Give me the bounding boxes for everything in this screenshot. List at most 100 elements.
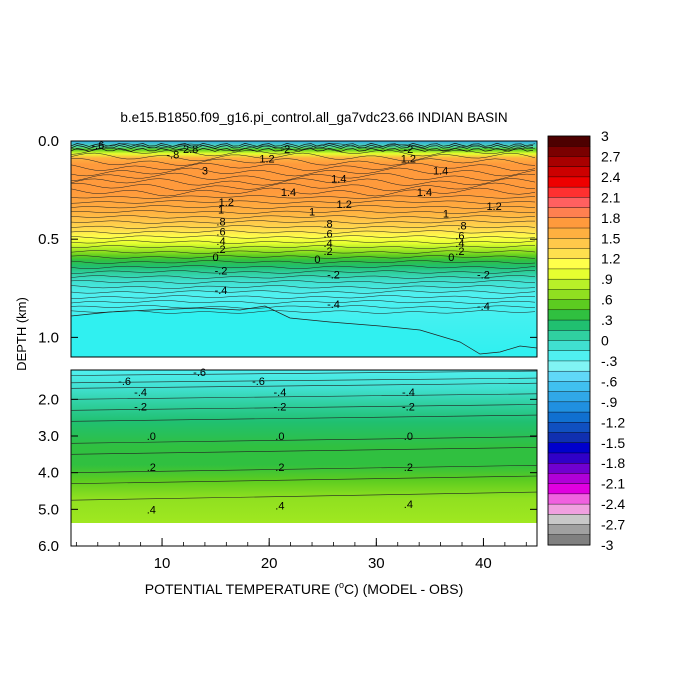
colorbar-box [547, 258, 591, 270]
colorbar-box [547, 442, 591, 454]
contour-label: 1.4 [417, 187, 432, 199]
contour-label: -.4 [273, 387, 286, 399]
x-tick-label: 30 [368, 555, 385, 572]
colorbar-box [547, 432, 591, 444]
x-tick-label: 40 [475, 555, 492, 572]
contour-line [70, 162, 536, 172]
upper-contour-labels: -.6 -2.8-.8 -21.2-21.23 1.41.41.4 1.41.2 1.2 1… [91, 140, 501, 313]
contour-label: .2 [147, 462, 156, 474]
lower-contour-lines [70, 370, 538, 501]
contour-line [70, 305, 538, 355]
x-ticks: 10 20 30 40 [75, 538, 527, 572]
lower-panel: -.6-.6 -.6-.4 -.4 -.4-.2 -.2 -.2.0.0.0.2.2.2.… [38, 367, 538, 572]
colorbar-label: -.3 [601, 353, 618, 369]
chart-title: b.e15.B1850.f09_g16.pi_control.all_ga7vd… [120, 110, 507, 125]
colorbar-box [547, 350, 591, 362]
x-tick-label: 20 [261, 555, 278, 572]
contour-line [70, 225, 536, 229]
colorbar-label: 1.2 [601, 251, 621, 267]
contour-line [70, 310, 536, 314]
contour-label: -.4 [402, 387, 415, 399]
colorbar-box [547, 197, 591, 209]
y-tick-label: 3.0 [38, 428, 59, 445]
colorbar-label: .9 [601, 271, 613, 287]
contour-label: .4 [324, 238, 333, 250]
contour-label: -2 [404, 144, 414, 156]
contour-label: .4 [147, 504, 156, 516]
contour-label: 0 [213, 252, 219, 264]
contour-label: .2 [404, 462, 413, 474]
contour-label: 1.2 [401, 154, 416, 166]
contour-line [70, 270, 535, 274]
contour-line [71, 295, 536, 299]
colorbar-box [547, 309, 591, 321]
contour-line [70, 230, 536, 234]
colorbar-box [547, 289, 591, 301]
contour-label: 1.2 [337, 199, 352, 211]
contour-label: -.6 [252, 376, 265, 388]
contour-label: .2 [324, 246, 333, 258]
contour-label: 3 [202, 166, 208, 178]
contour-line [70, 393, 538, 400]
contour-label: .4 [275, 501, 284, 513]
colorbar-label: .3 [601, 312, 613, 328]
contour-label: -.4 [327, 299, 340, 311]
contour-label: -.2 [273, 402, 286, 414]
colorbar-box [547, 452, 591, 464]
contour-label: -.2 [215, 266, 228, 278]
colorbar-box [547, 156, 591, 168]
contour-label: .0 [404, 431, 413, 443]
lower-panel-field [71, 370, 537, 523]
lower-panel-frame [70, 369, 538, 547]
contour-label: -.4 [215, 285, 228, 297]
contour-label: 1 [309, 207, 315, 219]
colorbar-label: 0 [601, 333, 609, 349]
contour-line [70, 172, 536, 182]
contour-line [70, 290, 536, 294]
colorbar-label: -1.8 [601, 455, 625, 471]
contour-line [70, 382, 538, 389]
colorbar-label: -1.2 [601, 414, 625, 430]
contour-line [70, 414, 538, 422]
contour-label: .0 [275, 431, 284, 443]
y-tick-label: 0.0 [38, 133, 59, 150]
contour-line [70, 195, 536, 199]
upper-y-ticks: 0.0 0.5 1.0 [38, 133, 537, 346]
contour-line [70, 275, 536, 279]
colorbar-boxes [547, 135, 591, 546]
colorbar-box [547, 534, 591, 546]
contour-line [70, 240, 536, 244]
contour-label: 1.4 [433, 166, 448, 178]
contour-line [70, 205, 536, 209]
contour-line [70, 404, 538, 411]
colorbar-box [547, 473, 591, 485]
contour-label: .8 [457, 220, 466, 232]
contour-line [70, 187, 536, 197]
contour-label: -.2 [477, 270, 490, 282]
colorbar-label: -2.1 [601, 476, 625, 492]
contour-label: -.2 [402, 402, 415, 414]
x-axis-label-degree: o [339, 580, 344, 590]
colorbar-box [547, 340, 591, 352]
colorbar-box [547, 268, 591, 280]
contour-label: 1.2 [219, 197, 234, 209]
colorbar-box [547, 166, 591, 178]
colorbar-box [547, 207, 591, 219]
contour-label: 0 [314, 254, 320, 266]
contour-line [70, 200, 536, 204]
contour-label: -2.8 [179, 144, 198, 156]
lower-contour-labels: -.6-.6 -.6-.4 -.4 -.4-.2 -.2 -.2.0.0.0.2.2.2.… [118, 367, 415, 517]
colorbar-box [547, 238, 591, 249]
upper-panel-frame [70, 140, 538, 358]
contour-line [70, 143, 536, 151]
colorbar-box [547, 217, 591, 229]
colorbar-box [547, 370, 591, 382]
contour-label: -.4 [477, 301, 490, 313]
contour-line [70, 182, 536, 192]
contour-line [70, 235, 536, 239]
colorbar-label: -2.4 [601, 496, 625, 512]
colorbar-label: -2.7 [601, 517, 625, 533]
colorbar-box [547, 227, 591, 239]
upper-panel-field [71, 141, 537, 354]
colorbar-box [547, 503, 591, 515]
